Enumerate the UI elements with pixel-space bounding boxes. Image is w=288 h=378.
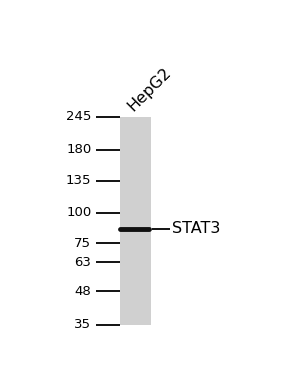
Text: 100: 100 [66,206,91,219]
Text: 245: 245 [66,110,91,124]
Text: HepG2: HepG2 [125,65,174,114]
Text: 75: 75 [74,237,91,250]
Text: 48: 48 [75,285,91,297]
Text: STAT3: STAT3 [172,221,221,236]
Text: 180: 180 [66,143,91,156]
Text: 63: 63 [75,256,91,268]
Text: 35: 35 [74,318,91,331]
Bar [120,117,151,325]
Text: 135: 135 [66,174,91,187]
